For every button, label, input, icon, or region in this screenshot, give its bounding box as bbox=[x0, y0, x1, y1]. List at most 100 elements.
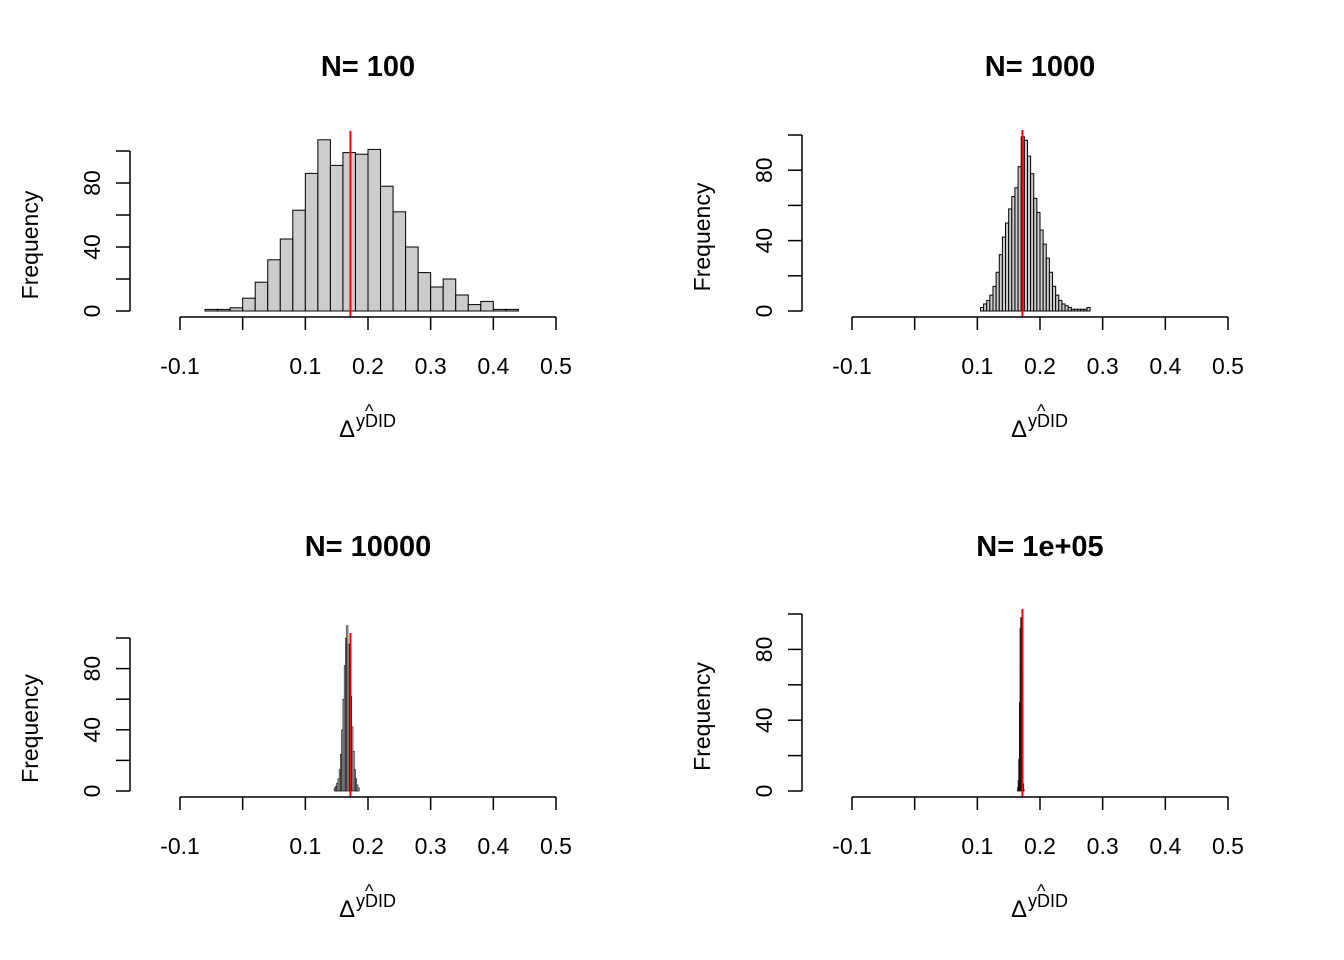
histogram-bar bbox=[405, 246, 419, 312]
x-tick-label: 0.5 bbox=[1212, 353, 1244, 379]
histogram-bar bbox=[342, 152, 356, 312]
x-axis: -0.1 0.1 0.2 0.3 0.4 0.5 bbox=[160, 796, 572, 859]
y-axis: 0 40 80 bbox=[79, 150, 131, 318]
y-tick-label: 0 bbox=[751, 785, 777, 798]
histogram-bar bbox=[217, 308, 231, 312]
y-axis-label: Frequency bbox=[17, 190, 43, 299]
y-tick-label: 0 bbox=[79, 785, 105, 798]
x-tick-label: 0.4 bbox=[1149, 353, 1181, 379]
x-tick-label: -0.1 bbox=[160, 353, 200, 379]
y-axis: 0 40 80 bbox=[751, 134, 803, 318]
y-tick-label: 0 bbox=[751, 305, 777, 318]
histogram-panel: N= 100 -0.1 0.1 0.2 0.3 0.4 0.5 0 40 80 Frequency Δ… bbox=[17, 51, 572, 443]
y-axis-label: Frequency bbox=[17, 674, 43, 783]
y-tick-label: 40 bbox=[751, 228, 777, 254]
histogram-bar bbox=[380, 185, 394, 312]
histogram-bars bbox=[204, 139, 519, 312]
histogram-bar bbox=[304, 172, 319, 312]
y-tick-label: 80 bbox=[79, 656, 105, 682]
histogram-bar bbox=[392, 211, 407, 312]
panel-title: N= 1000 bbox=[985, 51, 1095, 83]
histogram-bar bbox=[467, 304, 482, 312]
x-label-hat: ^ bbox=[365, 401, 374, 421]
x-tick-label: 0.3 bbox=[1087, 833, 1119, 859]
x-tick-label: 0.5 bbox=[540, 353, 572, 379]
x-tick-label: 0.2 bbox=[1024, 353, 1056, 379]
y-tick-label: 80 bbox=[751, 637, 777, 663]
histogram-bar bbox=[455, 294, 469, 312]
histogram-bar bbox=[367, 148, 382, 312]
x-tick-label: 0.2 bbox=[352, 833, 384, 859]
y-tick-label: 0 bbox=[79, 305, 105, 318]
x-tick-label: 0.5 bbox=[540, 833, 572, 859]
histogram-bar bbox=[279, 238, 294, 312]
x-tick-label: 0.4 bbox=[477, 833, 509, 859]
histogram-bar bbox=[204, 308, 219, 312]
x-tick-label: 0.2 bbox=[1024, 833, 1056, 859]
x-label-delta: Δ bbox=[1011, 896, 1027, 923]
y-axis: 0 40 80 bbox=[79, 637, 131, 798]
histogram-bar bbox=[354, 153, 369, 312]
histogram-bar bbox=[480, 300, 494, 312]
x-tick-label: -0.1 bbox=[832, 833, 872, 859]
x-tick-label: -0.1 bbox=[832, 353, 872, 379]
y-tick-label: 40 bbox=[79, 717, 105, 743]
histogram-bar bbox=[505, 308, 519, 312]
x-tick-label: -0.1 bbox=[160, 833, 200, 859]
x-tick-label: 0.1 bbox=[289, 833, 321, 859]
histogram-bar bbox=[242, 297, 256, 312]
panel-title: N= 1e+05 bbox=[976, 531, 1103, 563]
histogram-bar bbox=[430, 286, 444, 312]
x-tick-label: 0.4 bbox=[477, 353, 509, 379]
histogram-panel: N= 1000 -0.1 0.1 0.2 0.3 0.4 0.5 0 40 80 Frequency… bbox=[689, 51, 1244, 443]
histogram-bars bbox=[979, 136, 1091, 312]
histogram-panel: N= 10000 -0.1 0.1 0.2 0.3 0.4 0.5 0 40 80 Frequenc… bbox=[17, 531, 572, 923]
x-label-superscript: yDID bbox=[1028, 891, 1068, 911]
y-axis: 0 40 80 bbox=[751, 613, 803, 798]
x-label-delta: Δ bbox=[339, 896, 355, 923]
histogram-bar bbox=[254, 281, 269, 312]
histogram-bar bbox=[417, 272, 432, 312]
x-tick-label: 0.4 bbox=[1149, 833, 1181, 859]
y-axis-label: Frequency bbox=[689, 662, 715, 771]
histogram-bar bbox=[357, 787, 360, 792]
histogram-bar bbox=[1023, 788, 1025, 792]
x-label-hat: ^ bbox=[1037, 401, 1046, 421]
panel-title: N= 100 bbox=[321, 51, 415, 83]
x-label-delta: Δ bbox=[1011, 416, 1027, 443]
histogram-bar bbox=[1086, 306, 1091, 312]
y-tick-label: 40 bbox=[751, 707, 777, 733]
y-tick-label: 80 bbox=[751, 157, 777, 183]
histogram-bar bbox=[292, 209, 306, 312]
y-tick-label: 80 bbox=[79, 170, 105, 196]
x-label-superscript: yDID bbox=[356, 411, 396, 431]
x-axis: -0.1 0.1 0.2 0.3 0.4 0.5 bbox=[160, 316, 572, 379]
x-tick-label: 0.1 bbox=[961, 833, 993, 859]
histogram-bars bbox=[333, 625, 360, 792]
histogram-bar bbox=[267, 259, 281, 312]
histogram-bar bbox=[442, 278, 457, 312]
histogram-bar bbox=[492, 308, 507, 312]
x-tick-label: 0.2 bbox=[352, 353, 384, 379]
x-label-delta: Δ bbox=[339, 416, 355, 443]
x-tick-label: 0.1 bbox=[289, 353, 321, 379]
x-tick-label: 0.3 bbox=[1087, 353, 1119, 379]
x-tick-label: 0.5 bbox=[1212, 833, 1244, 859]
y-tick-label: 40 bbox=[79, 234, 105, 260]
x-tick-label: 0.3 bbox=[415, 833, 447, 859]
histogram-bar bbox=[329, 164, 344, 312]
x-label-superscript: yDID bbox=[1028, 411, 1068, 431]
x-axis: -0.1 0.1 0.2 0.3 0.4 0.5 bbox=[832, 796, 1244, 859]
x-axis: -0.1 0.1 0.2 0.3 0.4 0.5 bbox=[832, 316, 1244, 379]
histogram-panel: N= 1e+05 -0.1 0.1 0.2 0.3 0.4 0.5 0 40 80 Frequenc… bbox=[689, 531, 1244, 923]
histogram-bar bbox=[317, 139, 331, 312]
y-axis-label: Frequency bbox=[689, 182, 715, 291]
x-label-hat: ^ bbox=[365, 881, 374, 901]
histogram-bar bbox=[229, 307, 244, 312]
x-tick-label: 0.1 bbox=[961, 353, 993, 379]
